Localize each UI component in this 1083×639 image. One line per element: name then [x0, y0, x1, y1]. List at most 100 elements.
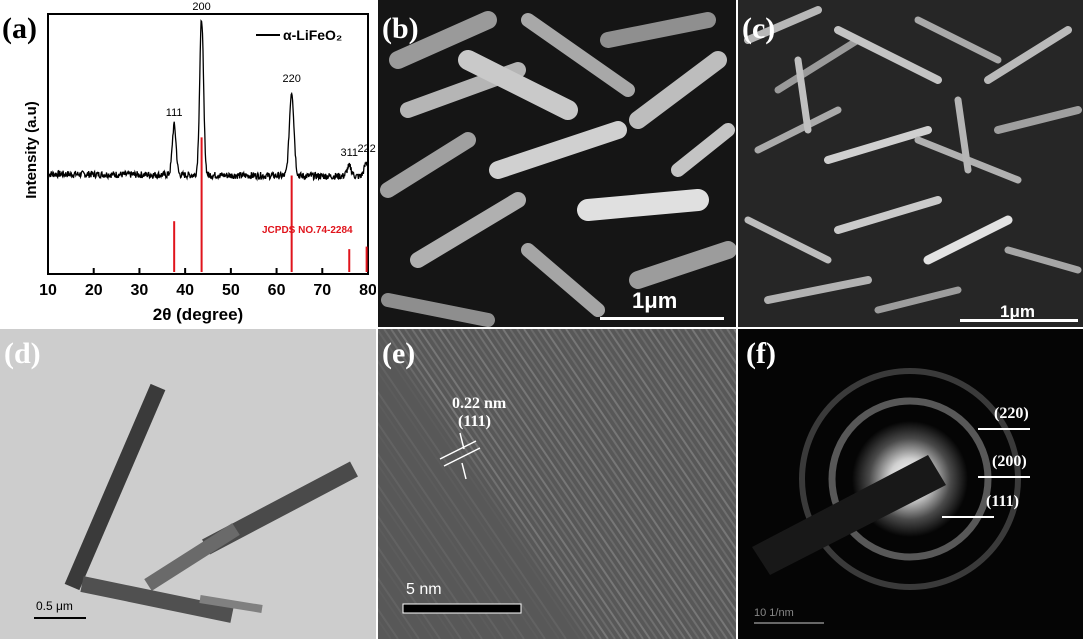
lattice-fringe — [698, 329, 736, 386]
sem-panel-b: (b) 1μm — [378, 0, 736, 327]
lattice-fringe — [495, 329, 707, 639]
lattice-fringe — [439, 329, 651, 639]
peak-label-111: 111 — [166, 107, 183, 119]
scale-bar-label-b: 1μm — [632, 288, 678, 313]
lattice-fringe — [579, 329, 736, 562]
peak-label-222: 222 — [357, 143, 375, 155]
lattice-fringe — [530, 329, 736, 634]
y-axis-label: Intensity (a.u) — [23, 101, 40, 199]
x-tick-label-50: 50 — [222, 282, 240, 299]
hrtem-panel-e: (e) 0.22 nm (111) 5 nm — [378, 329, 736, 639]
x-tick-label-40: 40 — [176, 282, 194, 299]
lattice-fringe — [684, 329, 736, 407]
peak-label-311: 311 — [340, 147, 358, 159]
x-axis-label: 2θ (degree) — [153, 305, 243, 324]
lattice-fringe — [544, 329, 736, 613]
lattice-fringe — [378, 359, 567, 639]
lattice-fringe — [378, 432, 518, 639]
plot-frame — [47, 13, 369, 275]
x-tick-label-30: 30 — [131, 282, 149, 299]
lattice-fringe — [516, 329, 728, 639]
lattice-fringe — [425, 329, 637, 639]
x-tick-label-10: 10 — [39, 282, 57, 299]
lattice-fringe — [418, 329, 630, 639]
lattice-fringe — [593, 329, 736, 541]
lattice-fringe — [467, 329, 679, 639]
x-tick-label-20: 20 — [85, 282, 103, 299]
lattice-fringe — [460, 329, 672, 639]
lattice-fringe — [378, 421, 525, 639]
lattice-fringe — [378, 556, 434, 639]
peak-label-200: 200 — [192, 1, 210, 13]
x-tick-label-70: 70 — [313, 282, 331, 299]
panel-label-e: (e) — [382, 337, 416, 370]
panel-label-a: (a) — [2, 12, 37, 45]
saed-panel-f: (f) (220) (200) (111) 10 1/nm — [738, 329, 1083, 639]
lattice-fringe — [558, 329, 736, 593]
lattice-fringe — [432, 329, 644, 639]
sem-panel-c: (c) 1μm — [738, 0, 1083, 327]
ring-label-200: (200) — [992, 453, 1027, 470]
lattice-fringe — [635, 329, 736, 479]
tem-panel-d: (d) 0.5 μm — [0, 329, 376, 639]
lattice-fringe — [663, 329, 736, 438]
panel-label-d: (d) — [4, 337, 41, 370]
tem-image-d — [0, 329, 376, 639]
lattice-fringe — [572, 329, 736, 572]
scale-bar-label-c: 1μm — [1000, 302, 1035, 321]
panel-label-f: (f) — [746, 337, 776, 370]
panel-label-c: (c) — [742, 12, 776, 45]
lattice-fringe — [537, 329, 736, 624]
lattice-fringe — [378, 525, 455, 639]
lattice-fringe — [586, 329, 736, 551]
lattice-fringe — [649, 329, 736, 458]
lattice-fringe — [488, 329, 700, 639]
lattice-fringe — [390, 329, 602, 639]
lattice-fringe — [378, 463, 497, 639]
xrd-panel: 10 20 30 40 50 60 70 80 111 200 220 311 222 α-LiFeO₂… — [0, 0, 376, 326]
sem-image-c — [738, 0, 1083, 327]
lattice-fringe — [378, 545, 441, 639]
ring-label-220: (220) — [994, 405, 1029, 422]
lattice-fringe — [378, 483, 483, 639]
lattice-fringe — [378, 452, 504, 639]
lattice-fringe — [378, 514, 462, 639]
scale-bar-label-f: 10 1/nm — [754, 607, 794, 619]
lattice-fringe — [670, 329, 736, 427]
lattice-fringe — [656, 329, 736, 448]
lattice-fringe — [378, 494, 476, 639]
lattice-fringe — [607, 329, 736, 520]
lattice-fringe — [446, 329, 658, 639]
lattice-fringe — [600, 329, 736, 531]
lattice-fringe — [411, 329, 623, 639]
saed-image-f — [738, 329, 1083, 639]
lattice-fringe — [397, 329, 609, 639]
lattice-fringe — [404, 329, 616, 639]
x-tick-label-60: 60 — [268, 282, 286, 299]
lattice-fringe — [474, 329, 686, 639]
hrtem-image-e — [378, 329, 736, 639]
lattice-fringe — [509, 329, 721, 639]
lattice-fringe — [565, 329, 736, 582]
sem-image-b — [378, 0, 736, 327]
scale-bar-label-e: 5 nm — [406, 581, 442, 598]
lattice-fringe — [614, 329, 736, 510]
lattice-fringe — [453, 329, 665, 639]
lattice-spacing-label: 0.22 nm — [452, 395, 507, 412]
lattice-fringe — [691, 329, 736, 396]
lattice-fringe — [378, 390, 546, 639]
lattice-fringe — [677, 329, 736, 417]
lattice-fringe — [481, 329, 693, 639]
xrd-pattern-line — [47, 19, 369, 182]
lattice-fringe — [378, 339, 581, 639]
scale-bar-label-d: 0.5 μm — [36, 599, 73, 613]
lattice-fringe — [523, 329, 735, 639]
lattice-fringe — [551, 329, 736, 603]
lattice-fringe — [383, 329, 595, 639]
lattice-plane-label: (111) — [458, 413, 491, 430]
ring-label-111: (111) — [986, 493, 1019, 510]
lattice-fringe — [378, 329, 588, 639]
x-tick-label-80: 80 — [359, 282, 376, 299]
xrd-chart: 10 20 30 40 50 60 70 80 111 200 220 311 222 α-LiFeO₂… — [23, 1, 376, 324]
peak-label-220: 220 — [282, 73, 300, 85]
